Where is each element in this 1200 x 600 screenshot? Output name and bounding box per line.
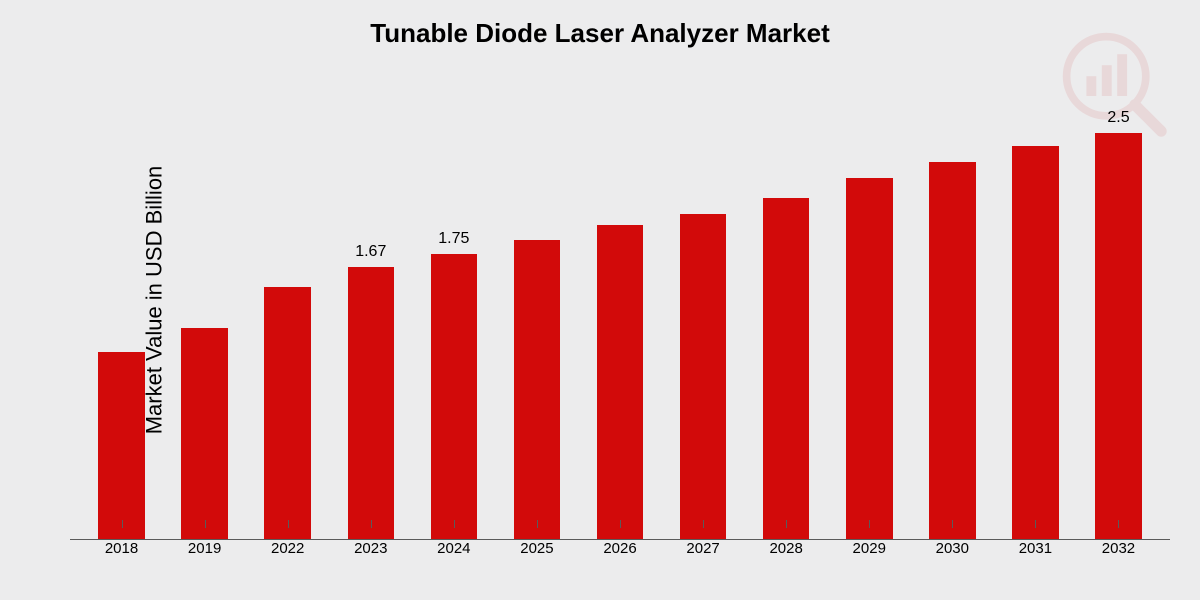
bar [846,178,893,539]
x-tick-mark [537,520,538,528]
x-tick-label: 2025 [495,540,578,580]
bars-row: 1.67 1.75 2.5 [70,100,1170,539]
x-tick-label: 2030 [911,540,994,580]
x-tick-mark [620,520,621,528]
bar-value-label: 1.75 [438,230,469,248]
x-tick-mark [371,520,372,528]
bar [181,328,228,539]
bar-slot: 2.5 [1077,100,1160,539]
x-tick-mark [786,520,787,528]
x-tick-mark [454,520,455,528]
bar-slot [911,100,994,539]
bar [1012,146,1059,539]
bar-slot [745,100,828,539]
bar-value-label: 1.67 [355,243,386,261]
chart-container: Tunable Diode Laser Analyzer Market Mark… [0,0,1200,600]
x-tick-mark [869,520,870,528]
bar: 1.67 [348,267,395,539]
x-tick-label: 2032 [1077,540,1160,580]
x-axis: 2018201920222023202420252026202720282029… [70,540,1170,580]
bar-slot [994,100,1077,539]
bar-value-label: 2.5 [1107,109,1129,127]
x-tick-label: 2024 [412,540,495,580]
x-tick-mark [1035,520,1036,528]
x-tick-mark [288,520,289,528]
bar [680,214,727,539]
x-tick-mark [952,520,953,528]
bar-slot [578,100,661,539]
x-tick-label: 2026 [578,540,661,580]
x-tick-label: 2019 [163,540,246,580]
bar [929,162,976,539]
plot-area: 1.67 1.75 2.5 [70,100,1170,540]
bar-slot: 1.75 [412,100,495,539]
bar: 2.5 [1095,133,1142,539]
bar [763,198,810,539]
bar-slot [246,100,329,539]
bar [264,287,311,539]
x-tick-label: 2031 [994,540,1077,580]
x-tick-label: 2028 [745,540,828,580]
bar [98,352,145,539]
bar: 1.75 [431,254,478,539]
bar-slot [163,100,246,539]
x-tick-label: 2027 [662,540,745,580]
x-tick-label: 2023 [329,540,412,580]
x-tick-mark [122,520,123,528]
bar-slot [828,100,911,539]
bar [597,225,644,539]
x-tick-mark [703,520,704,528]
x-tick-mark [1118,520,1119,528]
x-tick-label: 2029 [828,540,911,580]
bar-slot: 1.67 [329,100,412,539]
x-tick-label: 2018 [80,540,163,580]
bar-slot [662,100,745,539]
bar [514,240,561,539]
bar-slot [495,100,578,539]
chart-title: Tunable Diode Laser Analyzer Market [0,18,1200,49]
x-tick-mark [205,520,206,528]
bar-slot [80,100,163,539]
x-tick-label: 2022 [246,540,329,580]
